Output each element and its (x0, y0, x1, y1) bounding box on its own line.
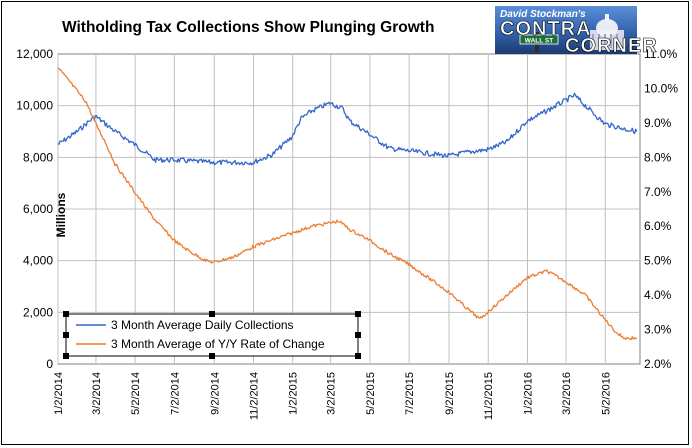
grid-lines (57, 54, 640, 364)
series-lines (57, 67, 638, 341)
x-tick-label: 3/2/2016 (561, 372, 573, 415)
contra-corner-logo: WALL ST David Stockman's CONTRA CORNER (495, 6, 658, 57)
y-right-tick-label: 11.0% (644, 47, 677, 61)
x-tick-label: 7/2/2015 (404, 372, 416, 415)
y-right-tick-label: 10.0% (644, 81, 678, 95)
y-right-tick-label: 7.0% (644, 185, 672, 199)
y-left-tick-label: 0 (46, 357, 53, 371)
y-left-tick-label: 6,000 (23, 202, 53, 216)
x-tick-label: 5/2/2015 (365, 372, 377, 415)
x-tick-label: 1/2/2015 (288, 372, 300, 415)
logo-line2: CONTRA (500, 18, 592, 40)
series-line-daily-collections (57, 92, 638, 166)
x-tick-label: 9/2/2014 (209, 372, 221, 415)
y-right-tick-label: 6.0% (644, 219, 672, 233)
series-line-yy-rate-of-change (57, 67, 638, 341)
y-left-tick-label: 4,000 (23, 254, 53, 268)
y-left-tick-label: 12,000 (16, 47, 53, 61)
x-tick-label: 11/2/2015 (483, 372, 495, 420)
x-tick-label: 7/2/2014 (169, 372, 181, 415)
tick-labels: 0 2,000 4,000 6,000 8,000 10,000 12,000 2.0% 3.0… (16, 47, 678, 420)
y-right-tick-label: 9.0% (644, 116, 672, 130)
x-tick-label: 5/2/2014 (130, 372, 142, 415)
y-right-tick-label: 5.0% (644, 254, 672, 268)
y-right-tick-label: 8.0% (644, 150, 672, 164)
x-tick-label: 3/2/2015 (326, 372, 338, 415)
y-left-tick-label: 10,000 (16, 99, 53, 113)
logo-line1: David Stockman's (500, 9, 586, 20)
logo-sign: WALL ST (525, 38, 553, 45)
x-tick-label: 5/2/2016 (600, 372, 612, 415)
y-left-tick-label: 8,000 (23, 150, 53, 164)
x-tick-label: 1/2/2014 (53, 372, 65, 415)
x-tick-label: 11/2/2014 (249, 372, 261, 420)
logo-line3: CORNER (565, 35, 658, 57)
x-tick-label: 3/2/2014 (91, 372, 103, 415)
chart-title: Witholding Tax Collections Show Plunging… (62, 19, 434, 36)
legend: 3 Month Average Daily Collections 3 Mont… (63, 311, 361, 359)
legend-resize-handles (63, 311, 361, 359)
y-right-tick-label: 3.0% (644, 323, 672, 337)
x-tick-label: 1/2/2016 (522, 372, 534, 415)
capitol-dome-icon (590, 14, 624, 50)
y-axis-label: Millions (54, 192, 68, 237)
wall-street-sign-icon: WALL ST (519, 32, 559, 52)
legend-label-collections: 3 Month Average Daily Collections (111, 318, 294, 332)
legend-label-rate-of-change: 3 Month Average of Y/Y Rate of Change (111, 337, 325, 351)
y-right-tick-label: 2.0% (644, 357, 672, 371)
x-tick-label: 9/2/2015 (444, 372, 456, 415)
y-left-tick-label: 2,000 (23, 305, 53, 319)
y-right-tick-label: 4.0% (644, 288, 672, 302)
